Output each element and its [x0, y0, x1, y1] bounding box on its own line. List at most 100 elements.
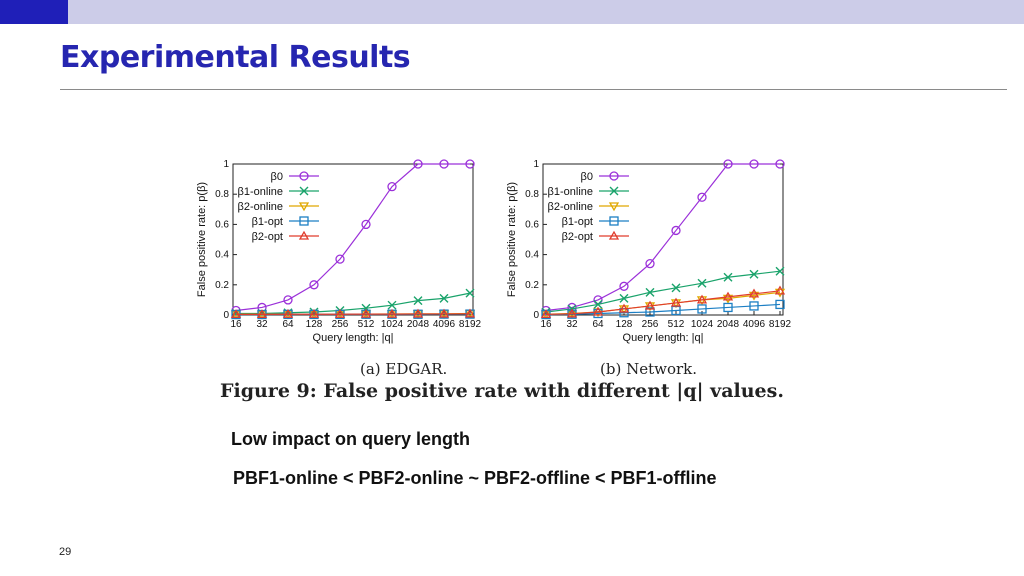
figure-caption: Figure 9: False positive rate with diffe…: [220, 380, 784, 402]
data-point: [465, 288, 475, 298]
top-bar: [0, 0, 1024, 24]
data-point: [619, 281, 629, 291]
data-point: [645, 287, 655, 297]
series-line: [236, 313, 471, 315]
y-axis-label: False positive rate: p(β): [196, 182, 208, 297]
x-tick-label: 4096: [743, 319, 766, 330]
legend-marker: [608, 202, 620, 212]
data-point: [412, 308, 424, 318]
legend-marker: [609, 171, 619, 181]
data-point: [723, 272, 733, 282]
data-point: [749, 301, 759, 311]
x-tick-label: 2048: [717, 319, 740, 330]
legend-label: β2-online: [548, 201, 593, 213]
y-tick-label: 0.6: [525, 219, 539, 230]
x-tick-label: 8192: [769, 319, 792, 330]
data-point: [696, 294, 708, 304]
data-point: [671, 283, 681, 293]
data-point: [775, 159, 785, 169]
legend-marker: [609, 186, 619, 196]
page-number: 29: [59, 546, 72, 558]
data-point: [387, 300, 397, 310]
x-tick-label: 16: [230, 319, 242, 330]
legend-label: β2-online: [238, 201, 283, 213]
x-tick-label: 512: [668, 319, 685, 330]
data-point: [387, 182, 397, 192]
x-tick-label: 256: [332, 319, 349, 330]
data-point: [748, 288, 760, 298]
data-point: [334, 308, 346, 318]
y-tick-label: 1: [223, 159, 229, 170]
data-point: [619, 293, 629, 303]
x-tick-label: 8192: [459, 319, 482, 330]
series-line: [545, 290, 781, 315]
legend-label: β1-opt: [252, 216, 283, 228]
data-point: [645, 259, 655, 269]
y-tick-label: 0.2: [215, 280, 229, 291]
y-tick-label: 0.6: [215, 219, 229, 230]
note-ordering: PBF1-online < PBF2-online ~ PBF2-offline…: [233, 468, 717, 488]
data-point: [540, 309, 552, 319]
x-tick-label: 64: [282, 319, 294, 330]
legend-marker: [609, 216, 619, 226]
x-tick-label: 1024: [381, 319, 404, 330]
data-point: [593, 308, 603, 319]
legend-label: β1-online: [238, 186, 283, 198]
data-point: [386, 308, 398, 318]
slide-title: Experimental Results: [60, 40, 411, 75]
data-point: [775, 266, 785, 276]
legend-label: β0: [271, 171, 283, 183]
data-point: [464, 308, 476, 318]
x-tick-label: 4096: [433, 319, 456, 330]
legend-label: β1-opt: [562, 216, 593, 228]
title-rule: [60, 89, 1007, 90]
series-line: [545, 163, 780, 312]
chart-a: 0 0.2 0.4 0.6 0.8 1 16 32 64 128 256 512 1024 2048 409…: [196, 159, 482, 344]
y-tick-label: 0: [223, 310, 229, 321]
data-point: [697, 278, 707, 288]
data-point: [283, 295, 293, 305]
figure: 0 0.2 0.4 0.6 0.8 1 16 32 64 128 256 512 1024 2048 409…: [190, 140, 810, 410]
data-point: [566, 308, 578, 318]
data-point: [671, 225, 681, 236]
legend-label: β2-opt: [252, 231, 283, 243]
data-point: [593, 299, 603, 309]
data-point: [438, 308, 450, 318]
data-point: [774, 285, 786, 295]
data-point: [697, 304, 707, 314]
data-point: [282, 308, 294, 318]
legend-marker: [299, 186, 309, 196]
x-tick-label: 128: [306, 319, 323, 330]
series-line: [545, 270, 781, 313]
x-tick-label: 2048: [407, 319, 430, 330]
top-bar-accent: [0, 0, 68, 24]
x-tick-label: 1024: [691, 319, 714, 330]
subcaption-a: (a) EDGAR.: [360, 360, 448, 378]
legend-label: β0: [581, 171, 593, 183]
data-point: [413, 296, 423, 306]
y-tick-label: 0.4: [215, 250, 229, 261]
data-point: [256, 309, 268, 319]
x-tick-label: 512: [358, 319, 375, 330]
data-point: [722, 291, 734, 301]
legend-marker: [299, 216, 309, 226]
data-point: [439, 293, 449, 303]
x-axis-label: Query length: |q|: [313, 332, 394, 344]
data-point: [439, 159, 449, 169]
legend-marker: [298, 202, 310, 212]
data-point: [749, 269, 759, 279]
note-query-length: Low impact on query length: [231, 429, 471, 449]
data-point: [308, 308, 320, 318]
data-point: [775, 299, 785, 310]
x-tick-label: 64: [592, 319, 604, 330]
y-tick-label: 0.2: [525, 280, 539, 291]
x-tick-label: 256: [642, 319, 659, 330]
data-point: [697, 192, 707, 202]
legend-marker: [298, 230, 310, 240]
data-point: [749, 159, 759, 169]
chart-b: 0 0.2 0.4 0.6 0.8 1 16 32 64 128 256 512 1024 2048 409…: [506, 159, 792, 344]
data-point: [748, 291, 760, 301]
legend-marker: [299, 171, 309, 181]
x-tick-label: 16: [540, 319, 552, 330]
x-tick-label: 32: [566, 319, 578, 330]
